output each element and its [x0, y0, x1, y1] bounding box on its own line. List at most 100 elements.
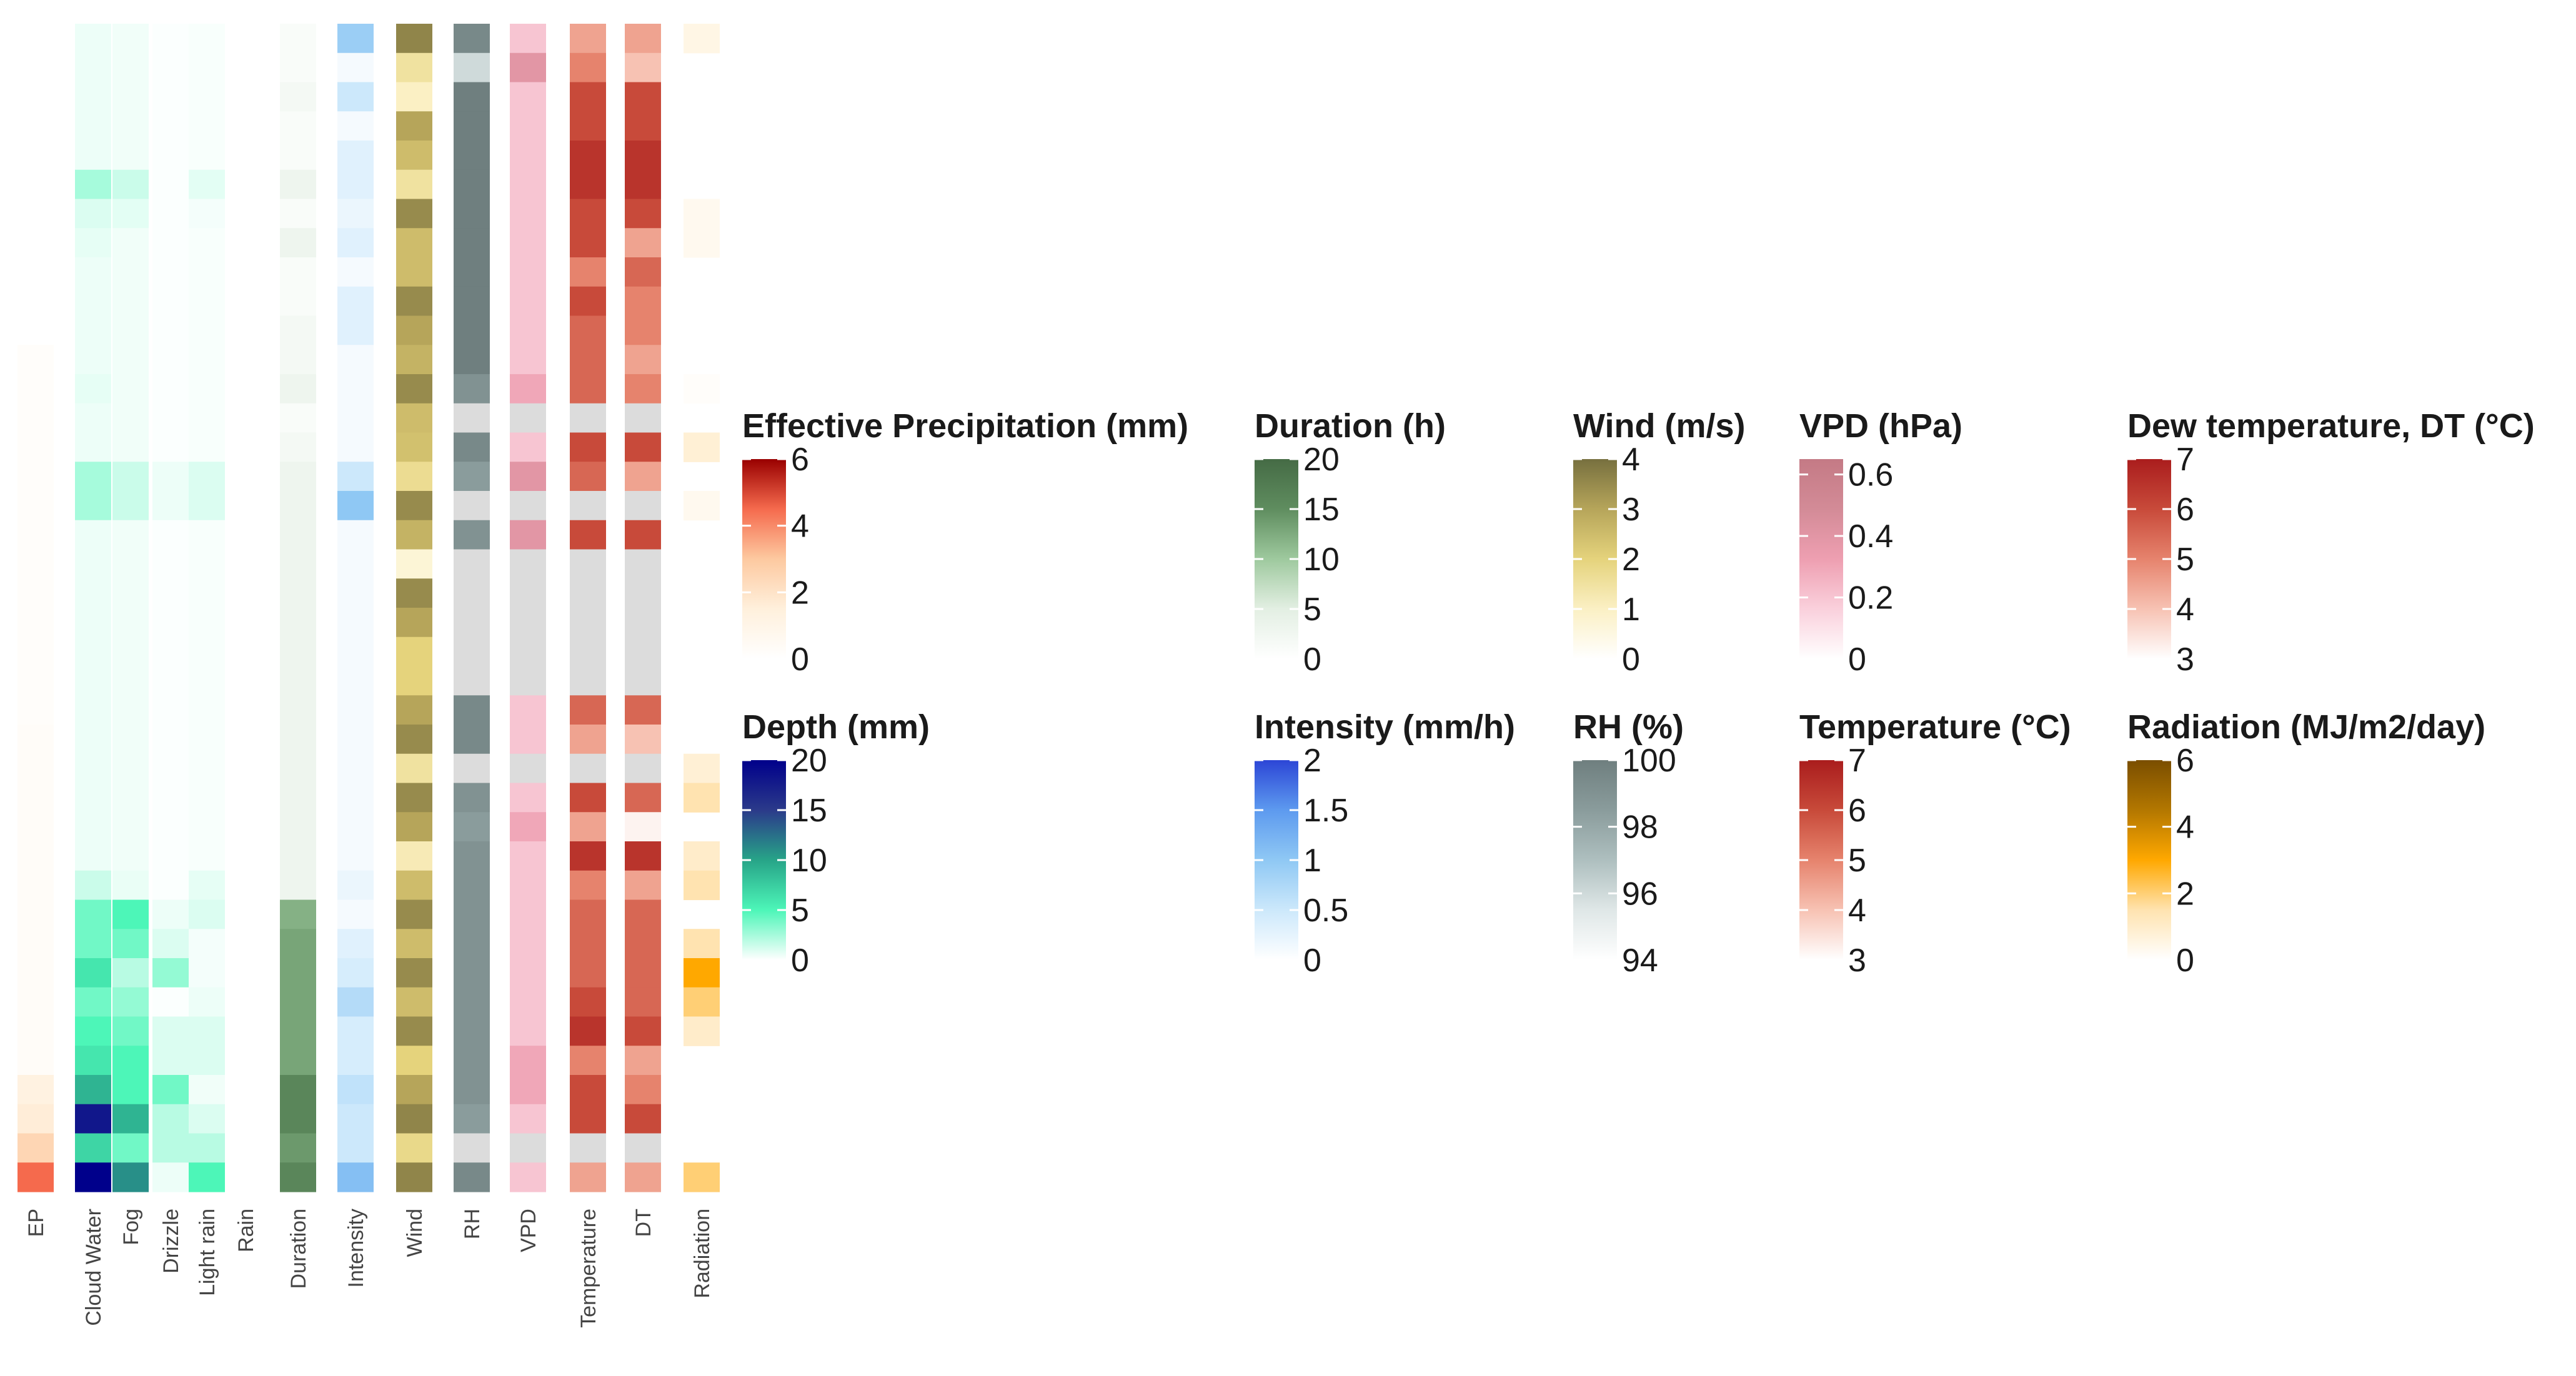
- heatmap-cell: [280, 141, 316, 171]
- heatmap-cell: [454, 345, 490, 375]
- heatmap-cell: [337, 374, 374, 404]
- legend-dt: Dew temperature, DT (°C)7 6 5 4 3: [2127, 407, 2535, 678]
- heatmap-cell: [625, 1133, 661, 1163]
- legend-title: VPD (hPa): [1799, 407, 1962, 445]
- heatmap-cell: [396, 169, 432, 200]
- heatmap-cell: [625, 608, 661, 638]
- heatmap-cell: [570, 725, 606, 755]
- heatmap-cell: [280, 987, 316, 1017]
- heatmap-cell: [280, 870, 316, 901]
- heatmap-cell: [396, 695, 432, 725]
- heatmap-cell: [625, 929, 661, 959]
- heatmap-cell: [454, 812, 490, 842]
- heatmap-cell: [75, 812, 111, 842]
- heatmap-cell: [189, 870, 225, 901]
- heatmap-cell: [17, 491, 54, 521]
- heatmap-cell: [396, 111, 432, 141]
- heatmap-cell: [570, 52, 606, 83]
- heatmap-cell: [17, 608, 54, 638]
- heatmap-cell: [75, 753, 111, 784]
- heatmap-cell: [280, 899, 316, 929]
- heatmap-cell: [625, 1046, 661, 1076]
- heatmap-cell: [189, 1016, 225, 1046]
- heatmap-cell: [337, 432, 374, 462]
- legend-tick-label: 94: [1622, 943, 1658, 979]
- heatmap-cell: [189, 257, 225, 287]
- heatmap-cell: [112, 958, 149, 988]
- heatmap-cell: [625, 725, 661, 755]
- heatmap-cell: [75, 315, 111, 345]
- heatmap-cell: [112, 315, 149, 345]
- heatmap-cell: [280, 725, 316, 755]
- heatmap-cell: [189, 228, 225, 258]
- heatmap-cell: [396, 374, 432, 404]
- heatmap-cell: [112, 725, 149, 755]
- heatmap-cell: [75, 1104, 111, 1134]
- heatmap-cell: [396, 345, 432, 375]
- heatmap-cell: [684, 841, 720, 871]
- heatmap-cell: [454, 1162, 490, 1192]
- heatmap-cell: [570, 432, 606, 462]
- heatmap-cell: [510, 374, 546, 404]
- heatmap-cell: [17, 1133, 54, 1163]
- heatmap-cell: [510, 199, 546, 229]
- heatmap-cell: [396, 403, 432, 433]
- heatmap-cell: [280, 286, 316, 317]
- heatmap-cell: [337, 929, 374, 959]
- heatmap-cell: [625, 82, 661, 112]
- heatmap-cell: [337, 1046, 374, 1076]
- heatmap-cell: [625, 111, 661, 141]
- heatmap-cell: [112, 1104, 149, 1134]
- heatmap-cell: [75, 578, 111, 608]
- heatmap-cell: [189, 783, 225, 813]
- column-temperature: [570, 24, 606, 1192]
- heatmap-cell: [396, 315, 432, 345]
- heatmap-cell: [152, 1016, 189, 1046]
- heatmap-cell: [510, 1075, 546, 1105]
- heatmap-cell: [337, 987, 374, 1017]
- heatmap-cell: [684, 753, 720, 784]
- heatmap-cell: [684, 1016, 720, 1046]
- heatmap-cell: [189, 82, 225, 112]
- legend-tick-label: 6: [2176, 743, 2194, 779]
- heatmap-cell: [684, 929, 720, 959]
- column-label-dt: DT: [632, 1209, 655, 1237]
- legend-tick-label: 0: [1848, 641, 1866, 678]
- heatmap-cell: [75, 286, 111, 317]
- heatmap-cell: [112, 1133, 149, 1163]
- column-wind: [396, 24, 432, 1192]
- heatmap-cell: [112, 24, 149, 54]
- heatmap-cell: [625, 1016, 661, 1046]
- heatmap-cell: [152, 783, 189, 813]
- heatmap-cell: [570, 257, 606, 287]
- heatmap-cell: [625, 228, 661, 258]
- heatmap-cell: [17, 432, 54, 462]
- heatmap-cell: [280, 783, 316, 813]
- legend-tick-label: 0.5: [1303, 893, 1348, 929]
- heatmap-cell: [337, 403, 374, 433]
- heatmap-cell: [396, 812, 432, 842]
- heatmap-cell: [75, 199, 111, 229]
- legend-panel: Effective Precipitation (mm)6420Duration…: [742, 407, 2535, 979]
- heatmap-cell: [152, 695, 189, 725]
- heatmap-cell: [337, 725, 374, 755]
- legend-tick-label: 10: [791, 843, 827, 879]
- heatmap-cell: [396, 141, 432, 171]
- heatmap-cell: [337, 111, 374, 141]
- heatmap-cell: [570, 1133, 606, 1163]
- heatmap-cell: [510, 666, 546, 696]
- heatmap-cell: [189, 1133, 225, 1163]
- heatmap-cell: [510, 987, 546, 1017]
- heatmap-cell: [396, 725, 432, 755]
- heatmap-cell: [684, 228, 720, 258]
- heatmap-cell: [570, 286, 606, 317]
- legend-title: Wind (m/s): [1573, 407, 1745, 445]
- heatmap-cell: [75, 141, 111, 171]
- heatmap-cell: [189, 199, 225, 229]
- column-labels: EP Cloud Water Fog Drizzle Light rain Rain Dur…: [24, 1209, 714, 1328]
- heatmap-cell: [625, 257, 661, 287]
- legend-depth: Depth (mm)20 15 10 5 0: [742, 708, 930, 979]
- heatmap-cell: [189, 403, 225, 433]
- heatmap-cell: [454, 520, 490, 550]
- heatmap-cell: [684, 870, 720, 901]
